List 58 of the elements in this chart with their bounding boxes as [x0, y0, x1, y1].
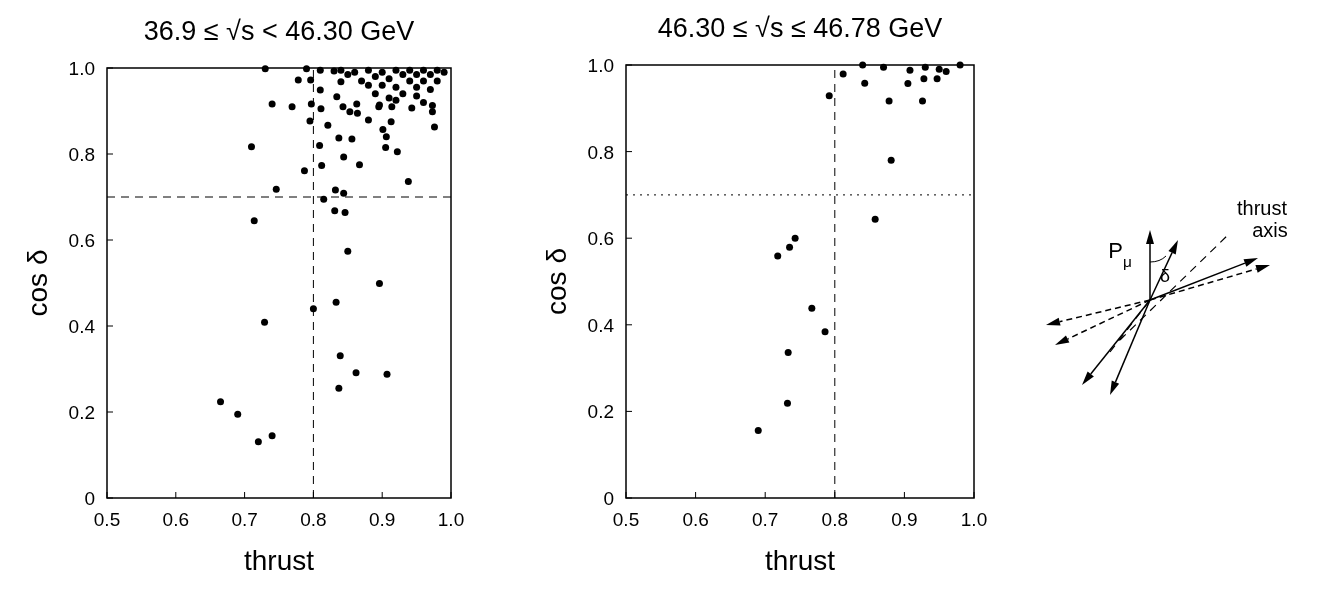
x-tick-label: 0.6: [162, 509, 190, 530]
x-axis-title: thrust: [764, 545, 836, 576]
point: [935, 65, 943, 73]
text: δ: [1159, 266, 1171, 286]
chart-title: 36.9 ≤ √s < 46.30 GeV: [143, 16, 415, 46]
point: [754, 426, 762, 434]
y-tick-label: 1.0: [68, 58, 95, 79]
y-tick-label: 0.4: [68, 316, 96, 337]
x-tick-label: 0.8: [821, 509, 849, 530]
point: [825, 92, 833, 100]
y-tick-label: 1.0: [587, 55, 614, 76]
y-tick-label: 0.2: [587, 401, 614, 423]
point: [871, 215, 879, 223]
y-tick-label: 0.4: [587, 314, 615, 336]
y-tick-label: 0: [603, 488, 614, 509]
point: [784, 349, 792, 357]
point: [887, 156, 895, 164]
point: [859, 61, 867, 69]
point: [942, 68, 950, 75]
text: P$_{μ}$: [1108, 238, 1132, 270]
x-axis-title: thrust: [243, 545, 315, 576]
y-tick-label: 0.6: [68, 230, 95, 251]
point: [906, 66, 914, 74]
x-tick-label: 0.5: [93, 509, 121, 530]
y-tick-label: 0.6: [587, 228, 614, 250]
y-tick-label: 0.8: [587, 141, 614, 163]
point: [808, 304, 816, 312]
x-tick-label: 0.5: [612, 509, 640, 530]
point: [821, 328, 829, 336]
x-tick-label: 0.7: [231, 509, 258, 530]
y-axis-title: cos δ: [541, 248, 572, 315]
y-tick-label: 0.8: [68, 144, 95, 165]
point: [919, 97, 926, 105]
point: [921, 63, 929, 71]
x-tick-label: 0.8: [300, 509, 327, 530]
x-tick-label: 0.9: [368, 509, 396, 530]
point: [786, 243, 794, 251]
y-tick-label: 0: [84, 488, 95, 509]
point: [783, 399, 791, 407]
x-tick-label: 0.9: [891, 509, 918, 530]
x-tick-label: 1.0: [960, 509, 988, 530]
y-axis-title: cos δ: [22, 249, 53, 317]
point: [885, 97, 893, 105]
chart-title: 46.30 ≤ √s ≤ 46.78 GeV: [657, 13, 943, 43]
point: [920, 75, 928, 83]
y-tick-label: 0.2: [68, 402, 95, 423]
point: [880, 63, 888, 71]
point: [904, 80, 912, 88]
x-tick-label: 0.6: [682, 509, 709, 530]
point: [774, 252, 782, 260]
point: [956, 61, 964, 69]
x-tick-label: 0.7: [751, 509, 779, 530]
x-tick-label: 1.0: [437, 509, 465, 530]
point: [839, 70, 847, 78]
point: [933, 75, 941, 83]
point: [861, 79, 869, 87]
point: [791, 234, 799, 242]
text: thrust axis: [1236, 197, 1288, 241]
